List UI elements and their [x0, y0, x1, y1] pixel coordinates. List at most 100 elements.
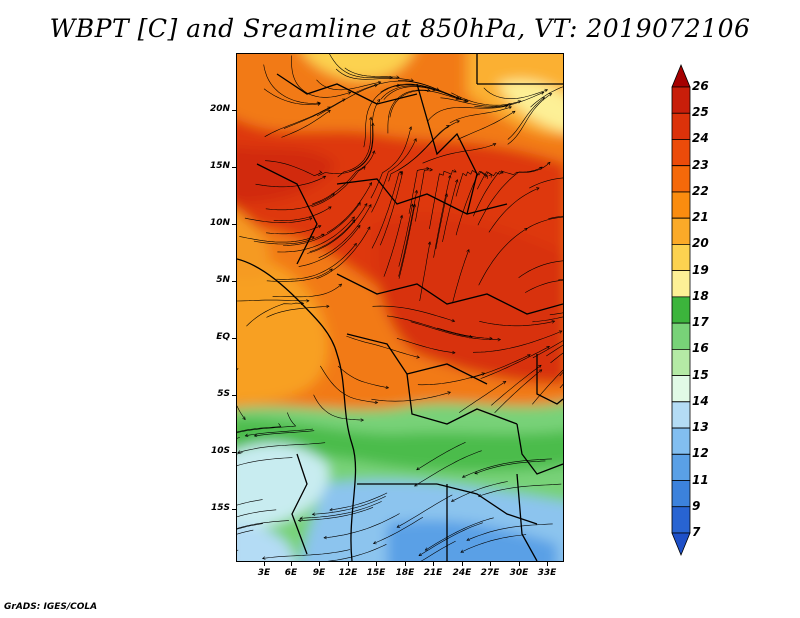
cool-patch-north — [303, 54, 413, 81]
lat-tick — [232, 452, 236, 453]
streamline-arrow — [306, 299, 310, 303]
streamline — [383, 215, 403, 277]
light-blue-west — [237, 443, 329, 533]
colorbar-swatch — [671, 296, 691, 324]
lon-label: 12E — [338, 568, 358, 578]
streamline-arrow — [389, 75, 393, 80]
streamline-arrow — [377, 80, 382, 85]
streamline — [337, 117, 372, 178]
streamline — [460, 534, 527, 553]
colorbar-label: 18 — [692, 288, 709, 303]
streamline — [283, 202, 361, 246]
streamline-arrow — [427, 241, 432, 245]
streamline-arrow — [371, 122, 375, 126]
streamline — [466, 523, 553, 541]
colorbar-swatch — [671, 217, 691, 245]
streamline — [244, 217, 313, 223]
streamline-arrow — [299, 516, 303, 520]
colorbar-swatch — [671, 112, 691, 140]
colorbar-swatch — [671, 244, 691, 272]
streamline — [311, 150, 375, 205]
streamline — [323, 513, 400, 539]
streamline — [371, 138, 417, 213]
streamline — [298, 225, 361, 267]
border-east-africa — [516, 423, 563, 475]
streamline-arrow — [497, 337, 502, 342]
streamline — [254, 430, 315, 437]
streamline-arrow — [500, 170, 504, 174]
lon-tick — [376, 562, 377, 566]
streamline — [480, 346, 550, 379]
streamline — [477, 161, 551, 190]
streamline-arrow — [461, 474, 466, 478]
streamline-arrow — [444, 193, 449, 197]
lon-label: 15E — [366, 568, 386, 578]
streamline-arrow — [311, 236, 315, 240]
streamline — [549, 312, 563, 316]
streamline — [246, 302, 304, 327]
streamline-arrow — [323, 535, 327, 540]
lon-tick — [319, 562, 320, 566]
streamline — [371, 391, 451, 402]
lat-label: 15N — [209, 161, 230, 171]
streamline — [380, 83, 469, 102]
streamline — [344, 67, 400, 78]
streamline — [414, 450, 482, 487]
streamline — [320, 365, 378, 403]
streamline — [415, 169, 433, 222]
streamline-arrow — [452, 350, 456, 355]
streamline — [408, 168, 430, 214]
streamline — [437, 327, 493, 339]
lon-tick — [433, 562, 434, 566]
coastline-west — [237, 258, 357, 561]
streamline-arrow — [427, 88, 431, 92]
streamline — [478, 228, 528, 286]
colorbar-label: 16 — [692, 341, 709, 356]
streamline — [507, 93, 552, 145]
streamline — [300, 501, 382, 519]
streamline — [526, 216, 563, 229]
streamline-arrow — [351, 219, 356, 223]
streamline — [276, 243, 357, 280]
lon-label: 6E — [284, 568, 298, 578]
lon-label: 24E — [452, 568, 472, 578]
streamline-arrow — [353, 242, 357, 247]
lon-tick — [405, 562, 406, 566]
lat-tick — [232, 167, 236, 168]
streamline — [311, 166, 366, 208]
streamline — [273, 206, 332, 222]
streamline — [265, 160, 322, 177]
streamline — [532, 340, 563, 359]
streamline-arrow — [374, 83, 378, 88]
streamline — [372, 305, 455, 322]
lon-label: 27E — [480, 568, 500, 578]
streamline — [312, 496, 386, 515]
streamline — [313, 394, 364, 421]
streamline — [389, 90, 459, 118]
streamline-arrow — [242, 416, 246, 421]
lat-tick — [232, 110, 236, 111]
streamline — [262, 549, 351, 559]
colorbar-swatch — [671, 427, 691, 455]
streamline — [237, 520, 289, 529]
lat-tick — [232, 395, 236, 396]
streamline-arrow — [328, 206, 332, 210]
streamline-arrow — [429, 168, 434, 172]
streamline-arrow — [538, 369, 543, 373]
lon-tick — [348, 562, 349, 566]
streamline-arrow — [347, 91, 352, 95]
lat-label: 15S — [210, 503, 230, 513]
streamline — [309, 219, 356, 253]
streamline — [316, 226, 371, 279]
streamline — [370, 126, 412, 199]
coast-angola — [291, 453, 308, 555]
streamline — [337, 365, 389, 389]
colorbar-label: 19 — [692, 262, 709, 277]
streamline-arrow — [450, 498, 455, 502]
lat-tick — [232, 338, 236, 339]
map-canvas — [237, 54, 563, 561]
atlantic-warm-patch — [237, 254, 328, 404]
streamline — [530, 86, 563, 108]
lat-label: 20N — [209, 104, 230, 114]
streamline-arrow — [369, 116, 373, 121]
